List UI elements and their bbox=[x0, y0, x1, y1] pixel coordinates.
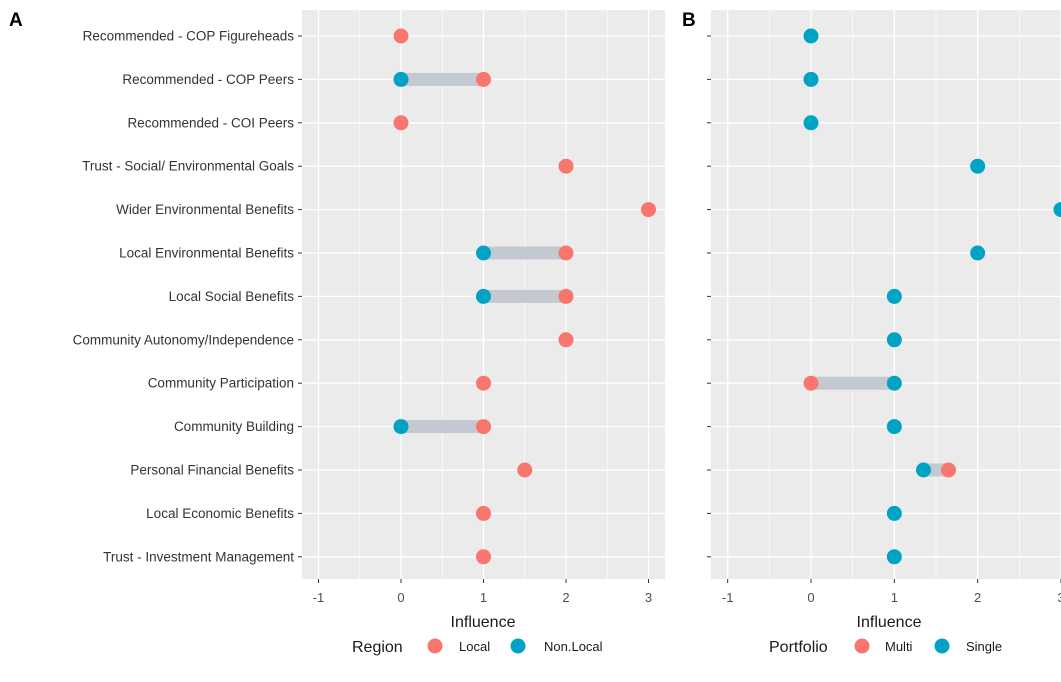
x-tick-label: 1 bbox=[891, 590, 898, 605]
legend-key-non-local bbox=[510, 638, 526, 654]
point-local-local-environmental-benefits bbox=[558, 245, 574, 261]
category-label-trust-social-environmental-goals: Trust - Social/ Environmental Goals bbox=[82, 159, 294, 174]
point-local-trust-investment-management bbox=[476, 549, 491, 565]
point-local-community-autonomy-independence bbox=[558, 332, 574, 348]
panel-b: B -1 0 1 2 3 Influence Portfolio Multi Singl… bbox=[682, 10, 1061, 656]
point-local-personal-financial-benefits bbox=[517, 462, 533, 478]
category-label-community-building: Community Building bbox=[174, 419, 294, 434]
point-local-local-social-benefits bbox=[558, 288, 574, 304]
panel-a-legend: Region Local Non.Local bbox=[352, 638, 603, 656]
point-local-wider-environmental-benefits bbox=[641, 202, 656, 218]
point-multi-personal-financial-benefits bbox=[941, 462, 956, 478]
panel-b-y-ticks bbox=[707, 35, 711, 558]
point-single-trust-investment-management bbox=[886, 549, 902, 565]
point-non-local-local-environmental-benefits bbox=[476, 245, 491, 261]
point-single-trust-social-environmental-goals bbox=[970, 158, 986, 174]
panel-a-segments bbox=[401, 72, 566, 434]
category-label-recommended-cop-figureheads: Recommended - COP Figureheads bbox=[83, 29, 295, 44]
dumbbell-segment-community-building bbox=[401, 420, 484, 434]
dumbbell-segment-recommended-cop-peers bbox=[401, 72, 484, 86]
point-single-recommended-cop-figureheads bbox=[803, 28, 819, 44]
x-tick-label: 3 bbox=[1057, 590, 1061, 605]
x-tick-label: 3 bbox=[645, 590, 652, 605]
category-label-recommended-cop-peers: Recommended - COP Peers bbox=[122, 72, 294, 87]
category-label-personal-financial-benefits: Personal Financial Benefits bbox=[130, 463, 294, 478]
point-non-local-local-social-benefits bbox=[476, 288, 491, 304]
category-label-recommended-coi-peers: Recommended - COI Peers bbox=[127, 115, 294, 130]
point-local-recommended-cop-peers bbox=[476, 71, 491, 87]
panel-b-legend-title: Portfolio bbox=[769, 639, 828, 656]
legend-label-non-local: Non.Local bbox=[544, 639, 603, 654]
x-tick-label: -1 bbox=[722, 590, 734, 605]
x-tick-label: 0 bbox=[807, 590, 814, 605]
point-local-community-building bbox=[476, 419, 491, 435]
panel-b-tag: B bbox=[682, 10, 696, 31]
point-local-recommended-coi-peers bbox=[393, 115, 409, 131]
category-label-local-social-benefits: Local Social Benefits bbox=[169, 289, 295, 304]
category-label-wider-environmental-benefits: Wider Environmental Benefits bbox=[116, 202, 294, 217]
x-tick-label: 2 bbox=[974, 590, 981, 605]
dumbbell-segment-local-social-benefits bbox=[483, 289, 566, 303]
legend-key-multi bbox=[854, 638, 870, 654]
point-local-community-participation bbox=[476, 375, 491, 391]
panel-a-legend-title: Region bbox=[352, 639, 403, 656]
legend-label-single: Single bbox=[966, 639, 1002, 654]
category-label-local-environmental-benefits: Local Environmental Benefits bbox=[119, 246, 294, 261]
point-single-personal-financial-benefits bbox=[916, 462, 931, 478]
point-single-community-building bbox=[886, 419, 902, 435]
x-tick-label: 2 bbox=[562, 590, 569, 605]
legend-label-local: Local bbox=[459, 639, 490, 654]
point-single-community-autonomy-independence bbox=[886, 332, 902, 348]
point-single-community-participation bbox=[886, 375, 902, 391]
point-non-local-community-building bbox=[393, 419, 409, 435]
legend-label-multi: Multi bbox=[885, 639, 913, 654]
panel-a-points bbox=[393, 28, 656, 565]
dumbbell-segment-local-environmental-benefits bbox=[483, 246, 566, 260]
panel-b-plot-background bbox=[711, 10, 1061, 579]
point-local-recommended-cop-figureheads bbox=[393, 28, 409, 44]
category-label-trust-investment-management: Trust - Investment Management bbox=[103, 549, 294, 564]
point-single-recommended-coi-peers bbox=[803, 115, 819, 131]
legend-key-single bbox=[934, 638, 950, 654]
panel-b-legend: Portfolio Multi Single bbox=[769, 638, 1002, 656]
point-non-local-recommended-cop-peers bbox=[393, 71, 409, 87]
point-single-local-social-benefits bbox=[886, 288, 902, 304]
x-tick-label: -1 bbox=[313, 590, 325, 605]
panel-a-x-axis-title: Influence bbox=[451, 614, 516, 631]
panel-a-tag: A bbox=[9, 10, 23, 31]
panel-a-x-ticks: -1 0 1 2 3 bbox=[313, 579, 652, 605]
point-multi-community-participation bbox=[803, 375, 819, 391]
x-tick-label: 0 bbox=[397, 590, 404, 605]
panel-b-grid bbox=[711, 10, 1061, 579]
point-local-trust-social-environmental-goals bbox=[558, 158, 574, 174]
category-label-community-participation: Community Participation bbox=[148, 376, 294, 391]
point-single-wider-environmental-benefits bbox=[1053, 202, 1061, 218]
panel-b-points bbox=[803, 28, 1061, 565]
point-single-local-economic-benefits bbox=[886, 505, 902, 521]
panel-b-x-ticks: -1 0 1 2 3 bbox=[722, 579, 1061, 605]
panel-a: A Recommended - COP FigureheadsRecommend… bbox=[9, 10, 665, 656]
point-single-recommended-cop-peers bbox=[803, 71, 819, 87]
category-label-community-autonomy-independence: Community Autonomy/Independence bbox=[73, 332, 294, 347]
panel-a-category-labels: Recommended - COP Figureheads Recommended… bbox=[73, 29, 302, 564]
legend-key-local bbox=[427, 638, 443, 654]
category-label-local-economic-benefits: Local Economic Benefits bbox=[146, 506, 294, 521]
point-single-local-environmental-benefits bbox=[970, 245, 986, 261]
panel-b-x-axis-title: Influence bbox=[857, 614, 922, 631]
point-local-local-economic-benefits bbox=[476, 505, 491, 521]
dumbbell-segment-community-participation bbox=[811, 376, 895, 390]
x-tick-label: 1 bbox=[480, 590, 487, 605]
